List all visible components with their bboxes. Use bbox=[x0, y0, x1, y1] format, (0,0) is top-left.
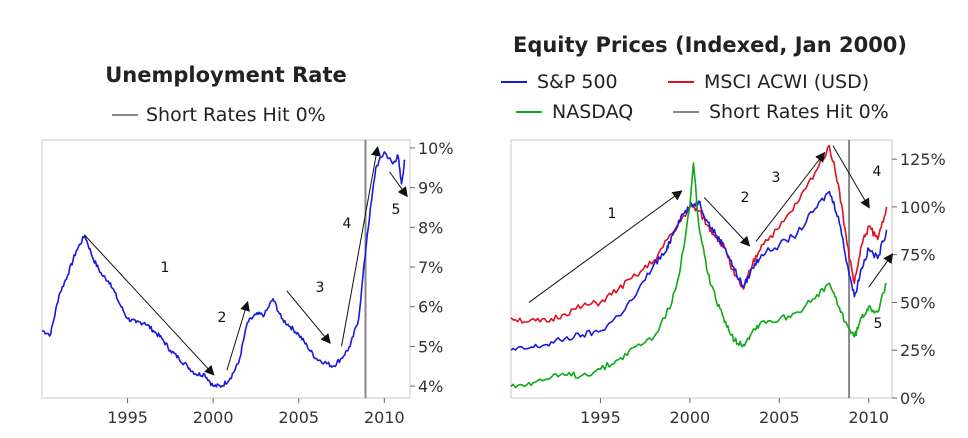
annotation-label-4: 4 bbox=[873, 164, 882, 180]
y-tick-label: 6% bbox=[418, 298, 443, 317]
chart-1: Unemployment Rate Short Rates Hit 0% 4% 5% 6… bbox=[41, 63, 454, 427]
annotation-label-2: 2 bbox=[218, 310, 227, 326]
unemployment-rate-line bbox=[41, 151, 406, 388]
x-tick-label: 2000 bbox=[193, 408, 234, 427]
annotation-arrow-1 bbox=[84, 234, 215, 376]
x-tick-label: 1995 bbox=[107, 408, 148, 427]
annotation-label-3: 3 bbox=[772, 170, 781, 186]
legend-label-msci-acwi: MSCI ACWI (USD) bbox=[704, 71, 869, 93]
y-tick-label: 4% bbox=[418, 377, 443, 396]
legend-label-short-rates: Short Rates Hit 0% bbox=[709, 101, 889, 123]
annotation-arrow-3 bbox=[755, 151, 826, 242]
annotation-arrow-1 bbox=[528, 190, 683, 303]
y-tick-label: 0% bbox=[900, 389, 925, 408]
sp500-line bbox=[510, 190, 888, 351]
nasdaq-line bbox=[510, 162, 888, 389]
annotation-arrow-2 bbox=[703, 196, 751, 247]
y-tick-label: 5% bbox=[418, 337, 443, 356]
annotation-label-1: 1 bbox=[608, 206, 617, 222]
chart-title: Unemployment Rate bbox=[105, 63, 347, 87]
x-tick-label: 2010 bbox=[364, 408, 405, 427]
annotation-label-4: 4 bbox=[343, 216, 352, 232]
legend-label-short-rates: Short Rates Hit 0% bbox=[146, 104, 326, 126]
y-tick-label: 9% bbox=[418, 179, 443, 198]
x-tick-label: 2005 bbox=[278, 408, 319, 427]
plot-frame bbox=[510, 139, 893, 399]
y-tick-label: 50% bbox=[900, 293, 936, 312]
chart-2: Equity Prices (Indexed, Jan 2000) S&P 500… bbox=[501, 33, 946, 427]
y-tick-label: 75% bbox=[900, 246, 936, 265]
annotation-label-5: 5 bbox=[874, 316, 883, 332]
y-tick-label: 125% bbox=[900, 150, 946, 169]
annotation-arrow-2 bbox=[226, 300, 250, 371]
y-tick-label: 8% bbox=[418, 218, 443, 237]
legend-label-nasdaq: NASDAQ bbox=[552, 101, 633, 123]
annotation-arrow-4 bbox=[341, 145, 381, 347]
chart-title: Equity Prices (Indexed, Jan 2000) bbox=[513, 33, 907, 57]
legend-label-sp500: S&P 500 bbox=[537, 71, 618, 93]
annotation-label-3: 3 bbox=[316, 280, 325, 296]
y-tick-label: 7% bbox=[418, 258, 443, 277]
x-tick-label: 2000 bbox=[670, 408, 711, 427]
plot-frame bbox=[41, 139, 411, 399]
annotation-arrow-4 bbox=[832, 145, 870, 209]
legend: S&P 500 MSCI ACWI (USD) NASDAQ Short Rates … bbox=[501, 71, 889, 123]
msci-acwi-line bbox=[510, 144, 888, 324]
annotation-label-1: 1 bbox=[161, 260, 170, 276]
annotation-arrow-5 bbox=[868, 253, 894, 288]
legend: Short Rates Hit 0% bbox=[112, 104, 326, 126]
x-tick-label: 1995 bbox=[580, 408, 621, 427]
x-tick-label: 2005 bbox=[759, 408, 800, 427]
y-tick-label: 10% bbox=[418, 139, 454, 158]
annotation-arrow-3 bbox=[286, 290, 331, 344]
annotation-label-2: 2 bbox=[741, 190, 750, 206]
x-tick-label: 2010 bbox=[848, 408, 889, 427]
annotation-label-5: 5 bbox=[392, 202, 401, 218]
y-tick-label: 100% bbox=[900, 198, 946, 217]
y-tick-label: 25% bbox=[900, 341, 936, 360]
annotation-arrow-5 bbox=[389, 171, 408, 198]
